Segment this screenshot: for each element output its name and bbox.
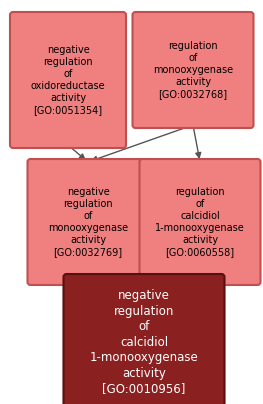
FancyBboxPatch shape — [10, 12, 126, 148]
Text: regulation
of
calcidiol
1-monooxygenase
activity
[GO:0060558]: regulation of calcidiol 1-monooxygenase … — [155, 187, 245, 257]
FancyBboxPatch shape — [133, 12, 254, 128]
FancyBboxPatch shape — [63, 274, 225, 404]
Text: negative
regulation
of
calcidiol
1-monooxygenase
activity
[GO:0010956]: negative regulation of calcidiol 1-monoo… — [90, 289, 198, 395]
FancyBboxPatch shape — [28, 159, 149, 285]
FancyBboxPatch shape — [139, 159, 260, 285]
Text: negative
regulation
of
monooxygenase
activity
[GO:0032769]: negative regulation of monooxygenase act… — [48, 187, 128, 257]
Text: regulation
of
monooxygenase
activity
[GO:0032768]: regulation of monooxygenase activity [GO… — [153, 41, 233, 99]
Text: negative
regulation
of
oxidoreductase
activity
[GO:0051354]: negative regulation of oxidoreductase ac… — [31, 45, 105, 115]
